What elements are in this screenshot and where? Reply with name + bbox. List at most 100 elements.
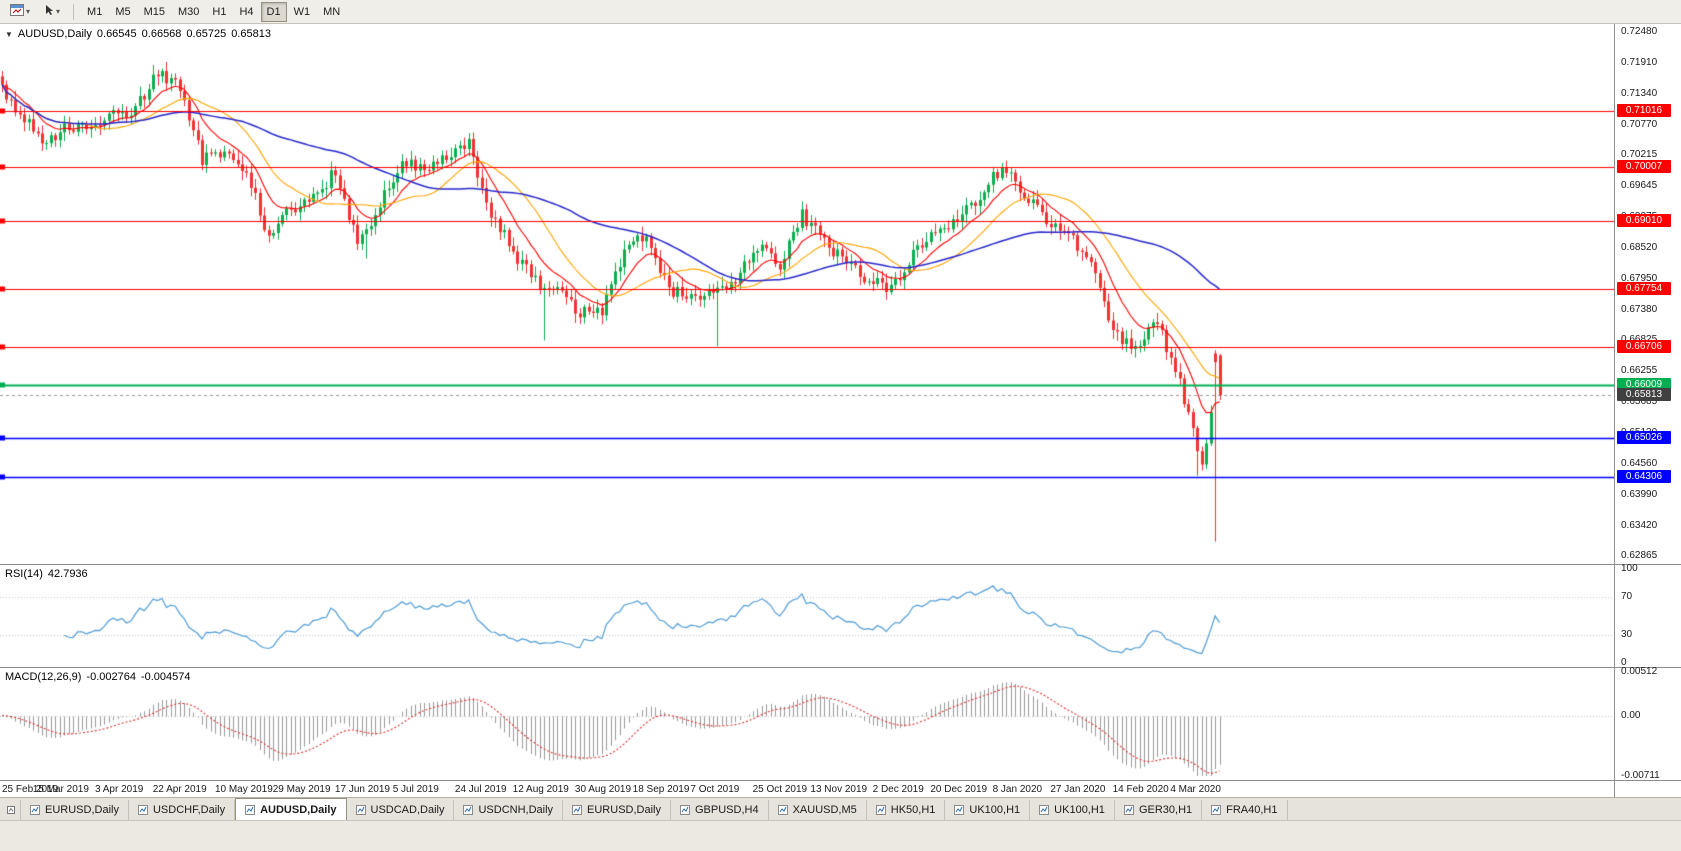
- chart-ohlc-readout: ▼ AUDUSD,Daily 0.66545 0.66568 0.65725 0…: [5, 28, 271, 40]
- chart-tab-label: EURUSD,Daily: [45, 804, 119, 816]
- chart-tab-label: FRA40,H1: [1226, 804, 1278, 816]
- price-chart-canvas[interactable]: [0, 24, 1614, 564]
- chart-tab-12-fra40-h1[interactable]: FRA40,H1: [1202, 800, 1288, 820]
- price-axis-tick: 0.66255: [1621, 365, 1658, 377]
- price-axis-tick: 0.67950: [1621, 272, 1658, 284]
- timeframe-button-d1[interactable]: D1: [260, 1, 287, 22]
- chart-tab-label: AUDUSD,Daily: [260, 803, 337, 816]
- top-toolbar: ▾ ▾ M1 M5 M15 M30 H1 H4 D1 W1 MN: [0, 0, 1681, 24]
- chart-tab-0-eurusd-daily[interactable]: EURUSD,Daily: [21, 800, 129, 820]
- time-axis-label: 18 Sep 2019: [632, 784, 690, 795]
- chart-tab-icon: [680, 805, 690, 815]
- price-axis-tick: 0.64560: [1621, 457, 1658, 469]
- price-axis-tick: 0.72480: [1621, 25, 1658, 37]
- chart-tab-icon: [777, 805, 788, 815]
- chart-open-value: 0.66545: [96, 28, 137, 40]
- chart-tab-label: USDCNH,Daily: [478, 804, 554, 816]
- chart-tab-8-hk50-h1[interactable]: HK50,H1: [867, 800, 946, 820]
- chart-tab-icon: [572, 805, 583, 815]
- chart-tab-2-audusd-daily[interactable]: AUDUSD,Daily: [235, 798, 347, 820]
- price-scale[interactable]: 0.72480 0.71910 0.71340 0.70770 0.70215 0.696…: [1614, 24, 1681, 797]
- time-axis-label: 24 Jul 2019: [454, 784, 507, 795]
- chart-window-icon: [10, 4, 24, 19]
- price-axis-tick: 0.65685: [1621, 396, 1658, 408]
- timeframe-button-mn[interactable]: MN: [317, 2, 346, 22]
- chart-tab-bar: EURUSD,Daily USDCHF,Daily AUDUSD,Daily USDC…: [0, 797, 1681, 820]
- timeframe-button-m15[interactable]: M15: [138, 2, 171, 22]
- price-axis-tick: 0.69645: [1621, 180, 1658, 192]
- time-axis-label: 2 Dec 2019: [872, 784, 924, 795]
- price-axis-tick: 0.70770: [1621, 118, 1658, 130]
- time-axis-label: 12 Aug 2019: [512, 784, 569, 795]
- rsi-indicator-canvas[interactable]: [0, 565, 1614, 667]
- chart-tab-3-usdcad-daily[interactable]: USDCAD,Daily: [347, 800, 455, 820]
- chart-tab-icon: [1039, 805, 1050, 815]
- macd-axis-tick: 0.00512: [1621, 666, 1658, 677]
- time-axis-label: 30 Aug 2019: [574, 784, 632, 795]
- price-line-badge: 0.71016: [1617, 104, 1671, 118]
- price-axis-tick: 0.71910: [1621, 56, 1658, 68]
- timeframe-button-m1[interactable]: M1: [81, 2, 108, 22]
- status-bar: [0, 820, 1681, 851]
- cursor-tool-button[interactable]: ▾: [38, 2, 66, 22]
- charts-menu-button[interactable]: [1, 800, 21, 820]
- chart-tab-label: UK100,H1: [1054, 804, 1105, 816]
- price-line-badge: 0.69010: [1617, 213, 1671, 227]
- macd-main-value: -0.002764: [86, 671, 136, 683]
- chart-tab-icon: [954, 805, 965, 815]
- chart-tab-10-uk100-h1[interactable]: UK100,H1: [1030, 800, 1115, 820]
- rsi-indicator-label: RSI(14) 42.7936: [5, 568, 88, 580]
- caret-down-icon: ▾: [56, 6, 61, 16]
- price-axis-tick: 0.62865: [1621, 550, 1658, 562]
- chart-low-value: 0.65725: [186, 28, 227, 40]
- chart-tab-7-xauusd-m5[interactable]: XAUUSD,M5: [769, 800, 867, 820]
- cursor-icon: [44, 4, 54, 19]
- chart-tab-label: USDCHF,Daily: [152, 804, 226, 816]
- timeframe-button-w1[interactable]: W1: [288, 2, 317, 22]
- time-axis-label: 3 Apr 2019: [94, 784, 144, 795]
- price-line-badge: 0.67754: [1617, 282, 1671, 296]
- timeframe-button-h4[interactable]: H4: [233, 2, 259, 22]
- time-axis-label: 25 Oct 2019: [752, 784, 808, 795]
- chart-window-button[interactable]: ▾: [4, 2, 36, 22]
- chart-tabs: EURUSD,Daily USDCHF,Daily AUDUSD,Daily USDC…: [21, 798, 1288, 820]
- price-axis-tick: 0.70215: [1621, 149, 1658, 161]
- price-line-badge: 0.66009: [1617, 377, 1671, 391]
- chart-tab-9-uk100-h1[interactable]: UK100,H1: [945, 800, 1031, 820]
- rsi-value: 42.7936: [47, 568, 88, 580]
- chart-tab-icon: [1211, 805, 1222, 815]
- timeframe-button-m5[interactable]: M5: [109, 2, 136, 22]
- timeframe-button-h1[interactable]: H1: [206, 2, 232, 22]
- price-line-badge: 0.70007: [1617, 159, 1671, 173]
- macd-axis-tick: -0.00711: [1621, 770, 1660, 781]
- rsi-axis-tick: 100: [1621, 563, 1638, 574]
- chart-tab-4-usdcnh-daily[interactable]: USDCNH,Daily: [454, 800, 564, 820]
- rsi-axis-tick: 70: [1621, 591, 1633, 603]
- macd-axis-tick: 0.00: [1621, 709, 1641, 721]
- time-scale[interactable]: 25 Feb 2019 15 Mar 2019 3 Apr 2019 22 Apr 2…: [0, 780, 1681, 797]
- chart-tab-11-ger30-h1[interactable]: GER30,H1: [1115, 800, 1203, 820]
- chart-tab-6-gbpusd-h4[interactable]: GBPUSD,H4: [671, 800, 769, 820]
- chart-tab-label: XAUUSD,M5: [792, 804, 857, 816]
- time-axis-label: 25 Feb 2019: [2, 784, 59, 795]
- timeframe-button-m30[interactable]: M30: [172, 2, 205, 22]
- chart-tab-5-eurusd-daily[interactable]: EURUSD,Daily: [563, 800, 671, 820]
- macd-indicator-canvas[interactable]: [0, 668, 1614, 780]
- price-line-badge: 0.65026: [1617, 431, 1671, 445]
- macd-signal-value: -0.004574: [140, 671, 191, 683]
- time-axis-label: 29 May 2019: [272, 784, 331, 795]
- chart-tab-icon: [463, 805, 474, 815]
- chart-tab-icon: [30, 805, 40, 815]
- chart-tab-1-usdchf-daily[interactable]: USDCHF,Daily: [129, 800, 236, 820]
- time-axis-label: 20 Dec 2019: [930, 784, 988, 795]
- panel-separator[interactable]: [0, 667, 1681, 668]
- chart-tab-label: EURUSD,Daily: [587, 804, 661, 816]
- time-axis-label: 10 May 2019: [214, 784, 273, 795]
- collapse-chart-icon[interactable]: ▼: [5, 29, 13, 39]
- chart-tab-label: GER30,H1: [1138, 804, 1193, 816]
- chart-tab-icon: [875, 805, 886, 815]
- chart-tab-label: HK50,H1: [890, 804, 936, 816]
- panel-separator[interactable]: [0, 564, 1681, 565]
- price-line-badge: 0.64306: [1617, 470, 1671, 484]
